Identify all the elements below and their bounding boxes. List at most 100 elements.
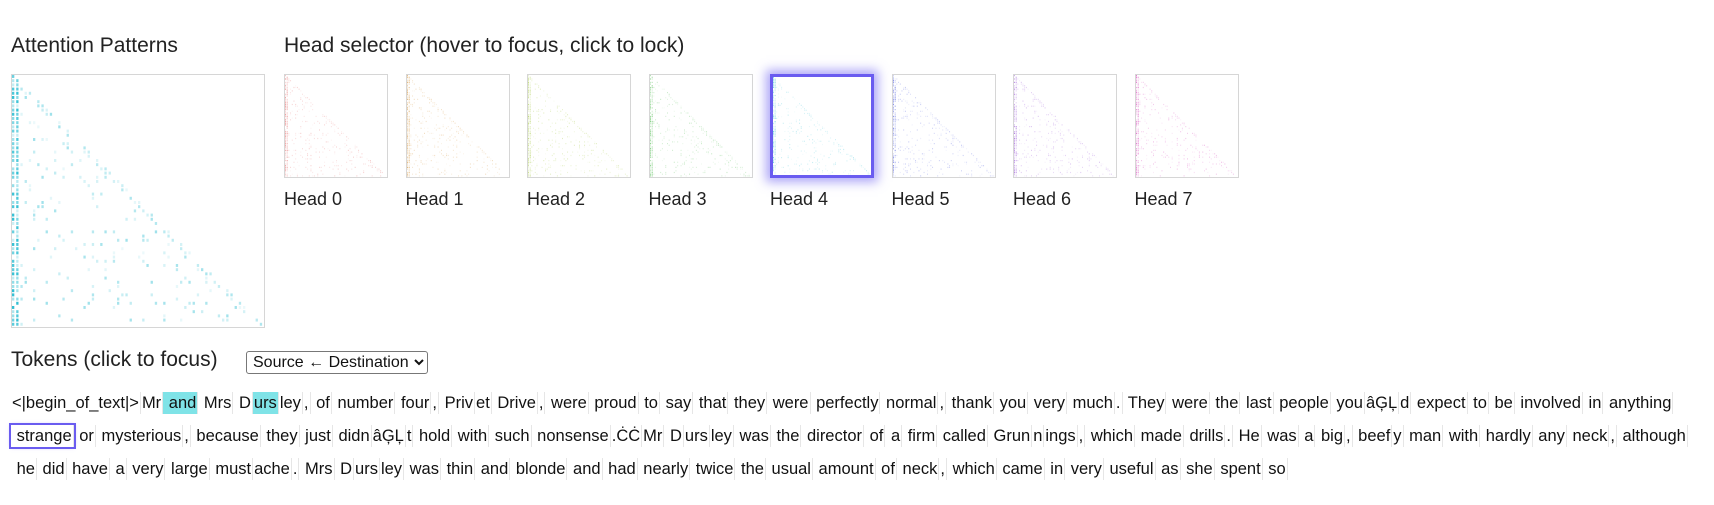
token[interactable]: useful xyxy=(1104,457,1156,480)
token[interactable]: urs xyxy=(684,424,710,447)
token[interactable]: drills xyxy=(1184,424,1226,447)
head-3-option[interactable]: Head 3 xyxy=(648,74,753,210)
head-2-option[interactable]: Head 2 xyxy=(527,74,631,210)
token[interactable]: <|begin_of_text|> xyxy=(12,391,141,414)
token[interactable]: He xyxy=(1234,424,1262,447)
token[interactable]: came xyxy=(997,457,1045,480)
token[interactable]: were xyxy=(768,391,811,414)
token[interactable]: very xyxy=(127,457,166,480)
token[interactable]: big xyxy=(1316,424,1345,447)
token[interactable]: of xyxy=(311,391,332,414)
token[interactable]: as xyxy=(1156,457,1181,480)
token[interactable]: she xyxy=(1181,457,1215,480)
token[interactable]: was xyxy=(1262,424,1299,447)
token[interactable]: D xyxy=(665,424,684,447)
token[interactable]: y xyxy=(1393,424,1404,447)
token[interactable]: they xyxy=(729,391,768,414)
token[interactable]: firm xyxy=(903,424,938,447)
token[interactable]: and xyxy=(476,457,511,480)
token[interactable]: must xyxy=(210,457,254,480)
token[interactable]: they xyxy=(261,424,300,447)
token[interactable]: say xyxy=(660,391,694,414)
token[interactable]: man xyxy=(1404,424,1444,447)
token[interactable]: the xyxy=(736,457,766,480)
token[interactable]: a xyxy=(886,424,903,447)
head-7-option[interactable]: Head 7 xyxy=(1134,74,1239,210)
token[interactable]: mysterious xyxy=(96,424,184,447)
token[interactable]: thin xyxy=(441,457,476,480)
token[interactable]: the xyxy=(1210,391,1241,414)
token[interactable]: very xyxy=(1066,457,1104,480)
token[interactable]: called xyxy=(938,424,988,447)
token[interactable]: and xyxy=(163,391,199,414)
token[interactable]: have xyxy=(67,457,110,480)
token[interactable]: amount xyxy=(813,457,876,480)
token[interactable]: normal xyxy=(881,391,939,414)
token[interactable]: or xyxy=(74,424,96,447)
token[interactable]: et xyxy=(476,391,492,414)
token[interactable]: D xyxy=(335,457,355,480)
token[interactable]: a xyxy=(110,457,127,480)
token[interactable]: usual xyxy=(766,457,813,480)
token[interactable]: perfectly xyxy=(811,391,881,414)
token[interactable]: number xyxy=(332,391,396,414)
token[interactable]: last xyxy=(1241,391,1274,414)
token[interactable]: thank xyxy=(947,391,995,414)
token[interactable]: of xyxy=(876,457,897,480)
token[interactable]: made xyxy=(1136,424,1184,447)
token[interactable]: urs xyxy=(355,457,380,480)
token[interactable]: such xyxy=(490,424,532,447)
token[interactable]: n xyxy=(1033,424,1045,447)
token[interactable]: Mrs xyxy=(300,457,335,480)
head-thumbnail[interactable] xyxy=(284,74,388,178)
token[interactable]: and xyxy=(568,457,603,480)
token[interactable]: you xyxy=(1331,391,1365,414)
token[interactable]: director xyxy=(802,424,864,447)
token[interactable]: be xyxy=(1489,391,1515,414)
token[interactable]: which xyxy=(947,457,997,480)
token[interactable]: , xyxy=(538,391,546,414)
token[interactable]: t xyxy=(406,424,414,447)
token[interactable]: just xyxy=(300,424,333,447)
token[interactable]: large xyxy=(166,457,210,480)
token[interactable]: Grun xyxy=(988,424,1033,447)
token[interactable]: d xyxy=(1400,391,1412,414)
token[interactable]: although xyxy=(1617,424,1688,447)
token[interactable]: They xyxy=(1123,391,1167,414)
token[interactable]: , xyxy=(939,391,947,414)
token[interactable]: of xyxy=(865,424,886,447)
token[interactable]: . xyxy=(292,457,300,480)
head-thumbnail[interactable] xyxy=(527,74,631,178)
token[interactable]: people xyxy=(1274,391,1331,414)
token[interactable]: hold xyxy=(414,424,453,447)
token[interactable]: beef xyxy=(1353,424,1393,447)
token[interactable]: Drive xyxy=(492,391,538,414)
token[interactable]: D xyxy=(234,391,253,414)
token[interactable]: twice xyxy=(691,457,736,480)
token[interactable]: he xyxy=(12,457,37,480)
token[interactable]: urs xyxy=(252,391,279,414)
token[interactable]: four xyxy=(396,391,432,414)
attention-direction-select[interactable]: Source ← Destination xyxy=(246,351,428,374)
token[interactable]: in xyxy=(1583,391,1604,414)
head-thumbnail[interactable] xyxy=(405,74,510,178)
head-4-option[interactable]: Head 4 xyxy=(770,74,874,210)
token[interactable]: had xyxy=(603,457,638,480)
token[interactable]: were xyxy=(546,391,589,414)
token[interactable]: with xyxy=(453,424,490,447)
head-thumbnail[interactable] xyxy=(891,74,996,178)
token[interactable]: anything xyxy=(1604,391,1674,414)
token[interactable]: any xyxy=(1533,424,1567,447)
token[interactable]: âĢĻ xyxy=(1365,391,1400,414)
token[interactable]: . xyxy=(1115,391,1123,414)
token[interactable]: that xyxy=(694,391,729,414)
token[interactable]: Mr xyxy=(643,424,665,447)
token[interactable]: .ĊĊ xyxy=(611,424,643,447)
token[interactable]: with xyxy=(1444,424,1481,447)
token[interactable]: to xyxy=(639,391,660,414)
head-thumbnail[interactable] xyxy=(1134,74,1239,178)
token[interactable]: much xyxy=(1067,391,1115,414)
token[interactable]: ley xyxy=(710,424,734,447)
token[interactable]: neck xyxy=(1567,424,1610,447)
head-thumbnail[interactable] xyxy=(648,74,753,178)
